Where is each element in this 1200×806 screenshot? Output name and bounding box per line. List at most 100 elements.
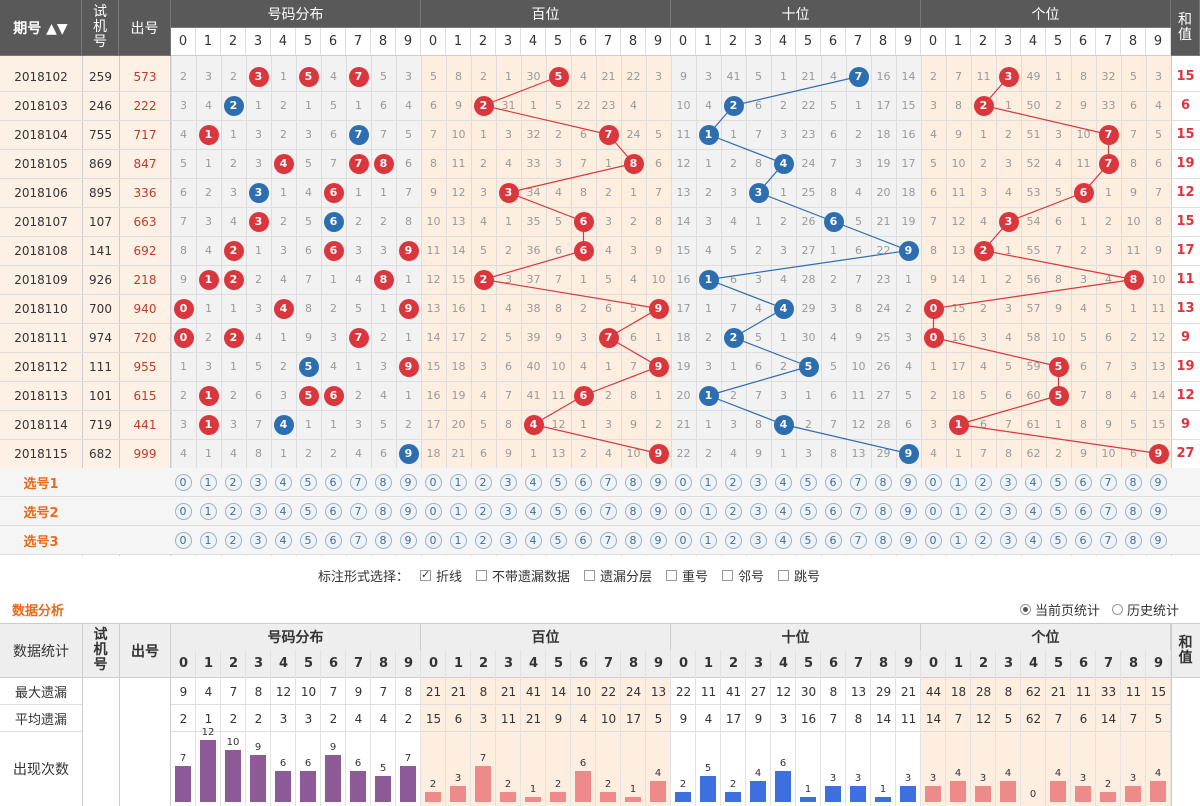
pick-number-button[interactable]: 1	[699, 474, 717, 491]
pick-number-button[interactable]: 8	[874, 503, 892, 520]
pick-number-button[interactable]: 0	[174, 503, 192, 520]
pick-number-button[interactable]: 8	[1124, 532, 1142, 549]
pick-number-button[interactable]: 5	[549, 532, 567, 549]
pick-number-button[interactable]: 6	[824, 474, 842, 491]
pick-number-button[interactable]: 7	[349, 474, 367, 491]
option-4[interactable]: 邻号	[722, 566, 764, 585]
pick-number-button[interactable]: 3	[749, 532, 767, 549]
pick-number-button[interactable]: 5	[1049, 474, 1067, 491]
radio-current[interactable]: 当前页统计	[1020, 600, 1100, 619]
pick-number-button[interactable]: 1	[199, 474, 217, 491]
pick-number-button[interactable]: 8	[1124, 503, 1142, 520]
issue-header[interactable]: 期号 ▲▼	[0, 0, 82, 56]
pick-number-button[interactable]: 7	[849, 532, 867, 549]
pick-number-button[interactable]: 7	[1099, 532, 1117, 549]
pick-number-button[interactable]: 9	[1149, 532, 1167, 549]
pick-number-button[interactable]: 2	[224, 532, 242, 549]
pick-number-button[interactable]: 7	[349, 503, 367, 520]
pick-number-button[interactable]: 9	[649, 474, 667, 491]
pick-number-button[interactable]: 4	[274, 474, 292, 491]
pick-number-button[interactable]: 9	[399, 474, 417, 491]
pick-number-button[interactable]: 6	[574, 532, 592, 549]
pick-label[interactable]: 选号2	[23, 506, 59, 521]
pick-number-button[interactable]: 0	[674, 532, 692, 549]
pick-number-button[interactable]: 1	[449, 474, 467, 491]
pick-number-button[interactable]: 1	[699, 532, 717, 549]
checkbox[interactable]	[584, 570, 595, 581]
pick-number-button[interactable]: 0	[924, 474, 942, 491]
pick-number-button[interactable]: 5	[299, 532, 317, 549]
pick-number-button[interactable]: 4	[1024, 474, 1042, 491]
pick-number-button[interactable]: 6	[1074, 474, 1092, 491]
pick-number-button[interactable]: 9	[399, 503, 417, 520]
pick-number-button[interactable]: 3	[749, 474, 767, 491]
pick-number-button[interactable]: 6	[574, 474, 592, 491]
pick-number-button[interactable]: 8	[624, 474, 642, 491]
pick-number-button[interactable]: 5	[299, 474, 317, 491]
pick-number-button[interactable]: 0	[174, 532, 192, 549]
pick-number-button[interactable]: 5	[1049, 503, 1067, 520]
pick-number-button[interactable]: 3	[999, 503, 1017, 520]
pick-number-button[interactable]: 3	[999, 532, 1017, 549]
pick-number-button[interactable]: 6	[324, 532, 342, 549]
pick-number-button[interactable]: 0	[924, 532, 942, 549]
pick-label[interactable]: 选号3	[23, 535, 59, 550]
pick-number-button[interactable]: 2	[974, 503, 992, 520]
pick-number-button[interactable]: 4	[274, 532, 292, 549]
pick-number-button[interactable]: 0	[424, 532, 442, 549]
pick-number-button[interactable]: 4	[524, 503, 542, 520]
pick-number-button[interactable]: 7	[349, 532, 367, 549]
pick-number-button[interactable]: 9	[899, 503, 917, 520]
option-5[interactable]: 跳号	[778, 566, 820, 585]
pick-number-button[interactable]: 7	[1099, 503, 1117, 520]
radio-history[interactable]: 历史统计	[1112, 600, 1179, 619]
pick-number-button[interactable]: 5	[549, 503, 567, 520]
pick-number-button[interactable]: 0	[424, 503, 442, 520]
checkbox[interactable]	[722, 570, 733, 581]
checkbox[interactable]	[420, 568, 431, 581]
pick-number-button[interactable]: 7	[849, 474, 867, 491]
pick-number-button[interactable]: 2	[224, 503, 242, 520]
pick-number-button[interactable]: 3	[499, 503, 517, 520]
pick-number-button[interactable]: 7	[599, 474, 617, 491]
pick-number-button[interactable]: 0	[424, 474, 442, 491]
pick-number-button[interactable]: 1	[949, 503, 967, 520]
pick-number-button[interactable]: 6	[324, 503, 342, 520]
pick-number-button[interactable]: 5	[799, 503, 817, 520]
pick-number-button[interactable]: 1	[199, 503, 217, 520]
pick-number-button[interactable]: 9	[399, 532, 417, 549]
checkbox[interactable]	[666, 570, 677, 581]
pick-number-button[interactable]: 7	[599, 532, 617, 549]
pick-number-button[interactable]: 3	[249, 503, 267, 520]
pick-number-button[interactable]: 4	[1024, 532, 1042, 549]
pick-number-button[interactable]: 6	[1074, 532, 1092, 549]
pick-number-button[interactable]: 8	[374, 503, 392, 520]
checkbox[interactable]	[778, 570, 789, 581]
pick-number-button[interactable]: 8	[374, 532, 392, 549]
pick-number-button[interactable]: 5	[799, 474, 817, 491]
pick-number-button[interactable]: 0	[924, 503, 942, 520]
pick-number-button[interactable]: 4	[774, 503, 792, 520]
pick-number-button[interactable]: 4	[524, 532, 542, 549]
pick-number-button[interactable]: 8	[624, 503, 642, 520]
pick-number-button[interactable]: 8	[874, 474, 892, 491]
option-1[interactable]: 不带遗漏数据	[476, 566, 570, 585]
pick-number-button[interactable]: 2	[474, 503, 492, 520]
pick-number-button[interactable]: 4	[774, 532, 792, 549]
pick-number-button[interactable]: 2	[974, 532, 992, 549]
pick-number-button[interactable]: 6	[574, 503, 592, 520]
pick-number-button[interactable]: 2	[974, 474, 992, 491]
pick-number-button[interactable]: 6	[824, 532, 842, 549]
pick-number-button[interactable]: 6	[324, 474, 342, 491]
pick-number-button[interactable]: 7	[849, 503, 867, 520]
pick-number-button[interactable]: 0	[674, 474, 692, 491]
option-3[interactable]: 重号	[666, 566, 708, 585]
pick-number-button[interactable]: 9	[1149, 503, 1167, 520]
pick-label[interactable]: 选号1	[23, 477, 59, 492]
pick-number-button[interactable]: 3	[999, 474, 1017, 491]
pick-number-button[interactable]: 6	[1074, 503, 1092, 520]
pick-number-button[interactable]: 3	[749, 503, 767, 520]
pick-number-button[interactable]: 7	[1099, 474, 1117, 491]
pick-number-button[interactable]: 9	[899, 532, 917, 549]
pick-number-button[interactable]: 2	[724, 503, 742, 520]
